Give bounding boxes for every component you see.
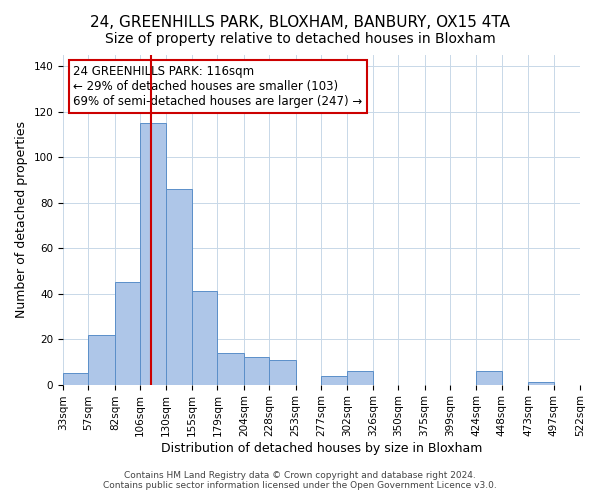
Bar [476,371,502,384]
Bar [269,360,296,384]
Bar [347,371,373,384]
Bar [115,282,140,384]
Text: 24, GREENHILLS PARK, BLOXHAM, BANBURY, OX15 4TA: 24, GREENHILLS PARK, BLOXHAM, BANBURY, O… [90,15,510,30]
Bar [140,123,166,384]
Text: Contains HM Land Registry data © Crown copyright and database right 2024.
Contai: Contains HM Land Registry data © Crown c… [103,470,497,490]
Bar [528,382,554,384]
Bar [166,189,192,384]
Text: 24 GREENHILLS PARK: 116sqm
← 29% of detached houses are smaller (103)
69% of sem: 24 GREENHILLS PARK: 116sqm ← 29% of deta… [73,65,362,108]
Bar [244,358,269,384]
Y-axis label: Number of detached properties: Number of detached properties [15,122,28,318]
Text: Size of property relative to detached houses in Bloxham: Size of property relative to detached ho… [104,32,496,46]
Bar [217,353,244,384]
X-axis label: Distribution of detached houses by size in Bloxham: Distribution of detached houses by size … [161,442,482,455]
Bar [192,292,217,384]
Bar [88,334,115,384]
Bar [63,373,88,384]
Bar [321,376,347,384]
